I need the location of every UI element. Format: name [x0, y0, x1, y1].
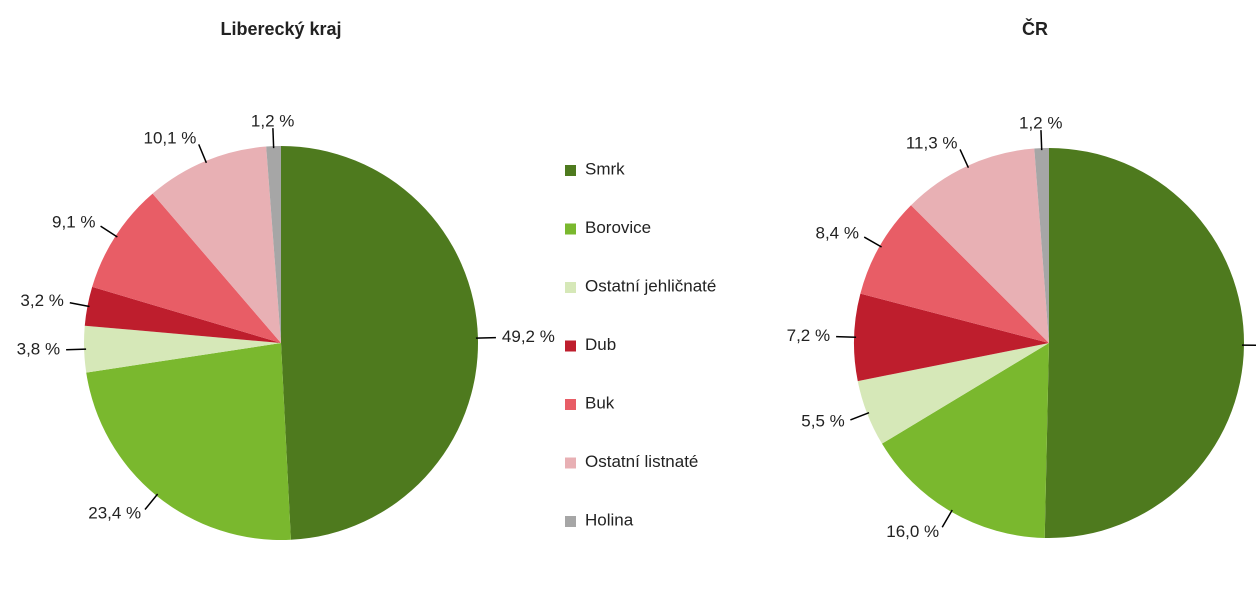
pie-slice	[266, 146, 281, 343]
legend-swatch	[565, 165, 576, 176]
pie-slice	[92, 193, 282, 343]
leader-line	[475, 336, 496, 339]
pie-slice	[86, 343, 291, 540]
legend-label: Buk	[585, 393, 615, 412]
data-label: 1,2 %	[1019, 114, 1062, 133]
pie-slice	[281, 146, 478, 540]
leader-line	[850, 412, 870, 421]
legend-label: Borovice	[585, 218, 651, 237]
pie-slice	[152, 146, 281, 343]
legend-swatch	[565, 282, 576, 293]
pie-slice	[1044, 148, 1244, 538]
leader-line	[836, 335, 857, 338]
legend-swatch	[565, 516, 576, 527]
pie-slice	[853, 293, 1049, 382]
data-label: 7,2 %	[787, 326, 830, 345]
legend-label: Holina	[585, 510, 634, 529]
leader-line	[941, 509, 953, 528]
pie-slice	[860, 205, 1049, 343]
legend-swatch	[565, 340, 576, 352]
data-label: 16,0 %	[886, 522, 939, 541]
leader-line	[66, 348, 87, 351]
leader-line	[100, 225, 118, 238]
pie-slice	[84, 286, 281, 343]
leader-line	[863, 236, 882, 248]
legend-label: Ostatní listnaté	[585, 452, 698, 471]
data-label: 49,2 %	[502, 327, 555, 346]
leader-line	[272, 128, 275, 149]
legend-label: Ostatní jehličnaté	[585, 276, 716, 295]
data-label: 3,2 %	[20, 291, 63, 310]
leader-line	[959, 149, 970, 168]
data-label: 9,1 %	[52, 212, 95, 231]
legend-label: Smrk	[585, 159, 625, 178]
legend-swatch	[565, 457, 576, 469]
legend-label: Dub	[585, 335, 616, 354]
data-label: 8,4 %	[816, 224, 859, 243]
data-label: 1,2 %	[251, 112, 294, 131]
pie-slice	[881, 343, 1049, 538]
data-label: 23,4 %	[88, 504, 141, 523]
leader-line	[198, 144, 208, 164]
chart-title: Liberecký kraj	[220, 19, 341, 39]
leader-line	[144, 493, 159, 510]
pie-slice	[857, 343, 1049, 444]
pie-slice	[83, 325, 281, 373]
leader-line	[69, 301, 90, 308]
data-label: 5,5 %	[801, 412, 844, 431]
legend-swatch	[565, 399, 576, 410]
leader-line	[1040, 130, 1043, 151]
pie-slice	[911, 148, 1049, 343]
pie-slice	[1034, 148, 1049, 343]
legend-swatch	[565, 223, 576, 235]
data-label: 11,3 %	[906, 133, 958, 152]
data-label: 3,8 %	[17, 339, 60, 358]
chart-title: ČR	[1022, 18, 1048, 39]
data-label: 10,1 %	[143, 128, 196, 147]
